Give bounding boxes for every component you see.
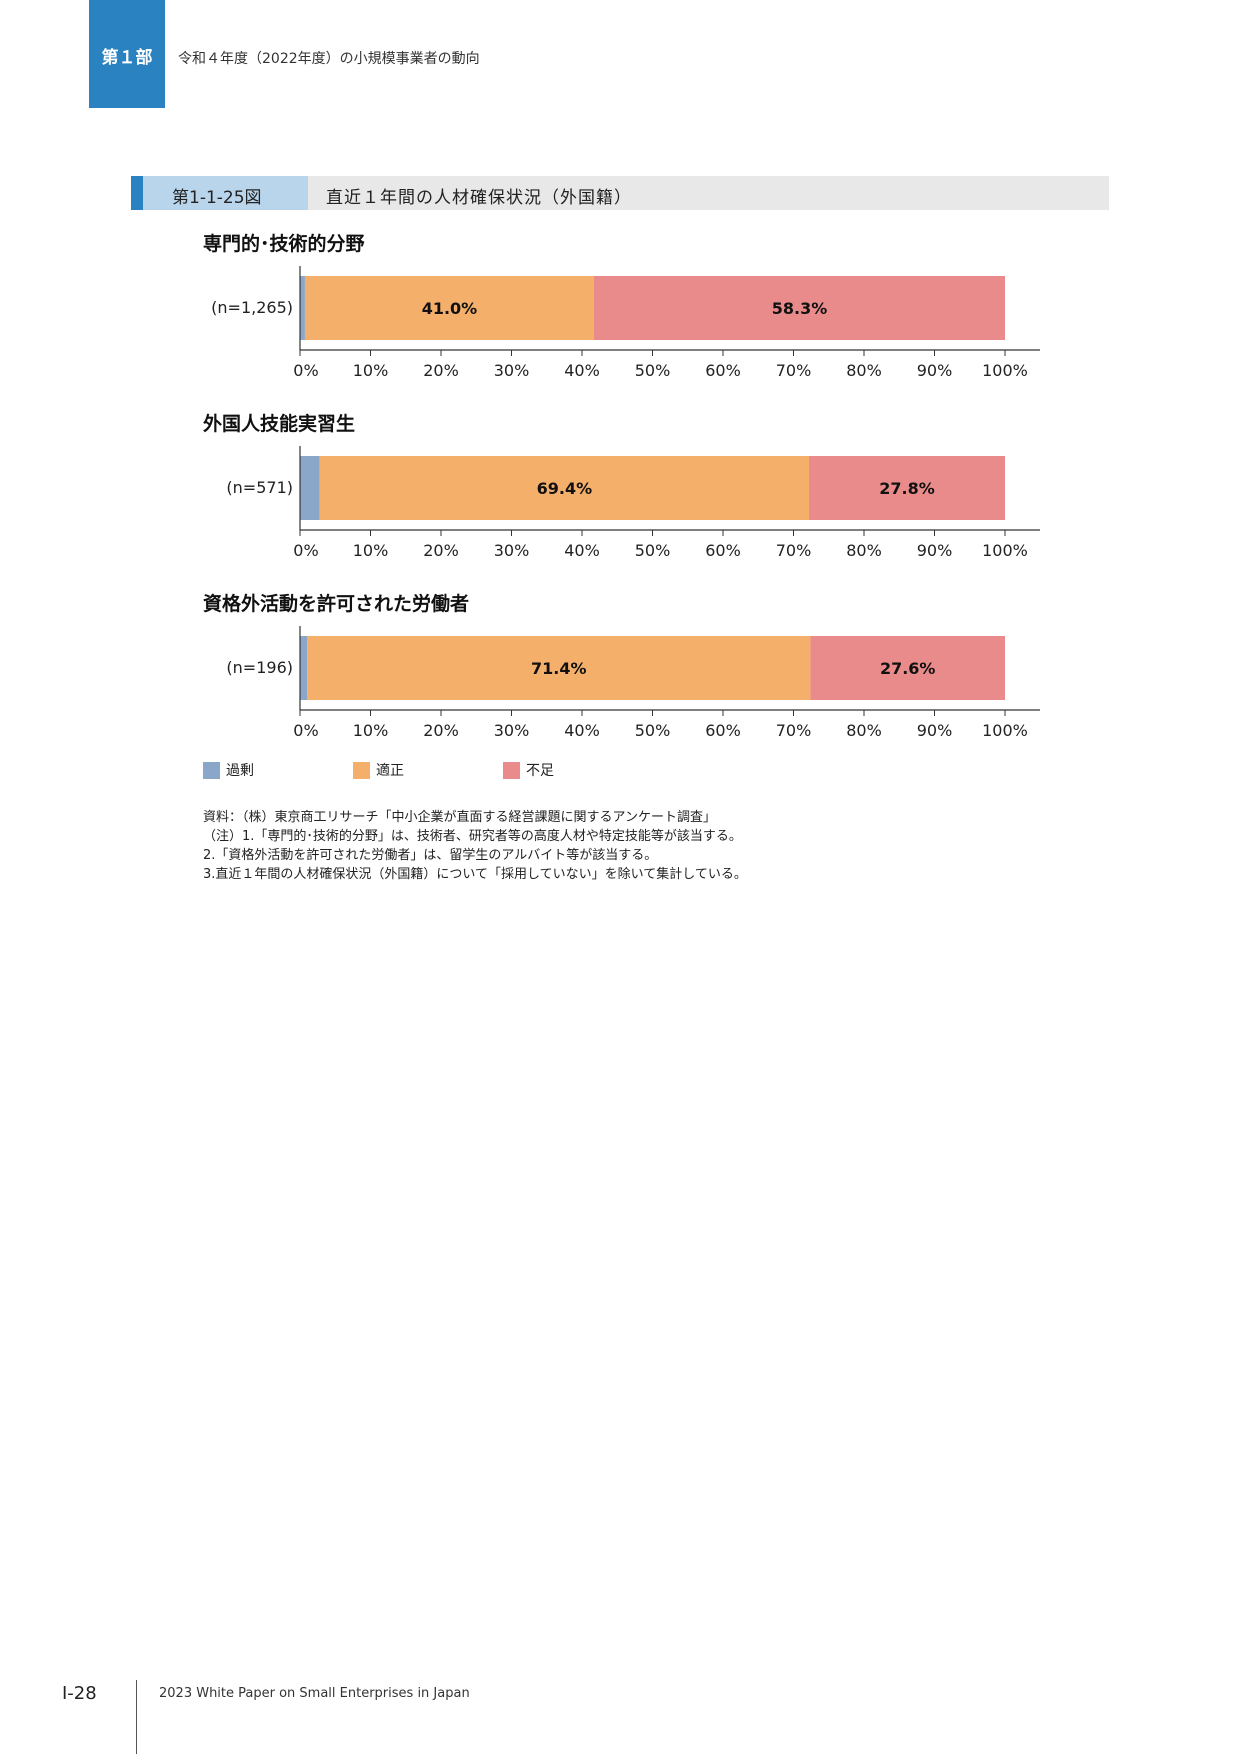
x-tick-label: 60% (705, 721, 741, 740)
x-tick-label: 40% (564, 361, 600, 380)
note-1: （注）1.「専門的･技術的分野」は、技術者、研究者等の高度人材や特定技能等が該当… (203, 829, 742, 844)
x-tick-label: 40% (564, 541, 600, 560)
chart-legend: 過剰 適正 不足 (203, 760, 803, 782)
data-label-appropriate: 69.4% (537, 479, 593, 498)
data-label-appropriate: 71.4% (531, 659, 587, 678)
footer-divider (136, 1680, 137, 1754)
x-tick-label: 50% (635, 361, 671, 380)
legend-item-shortage: 不足 (503, 760, 554, 780)
note-source: 資料：（株）東京商工リサーチ「中小企業が直面する経営課題に関するアンケート調査」 (203, 810, 716, 825)
source-notes: 資料：（株）東京商工リサーチ「中小企業が直面する経営課題に関するアンケート調査」… (203, 808, 747, 884)
chart-title-permitted-workers: 資格外活動を許可された労働者 (203, 593, 470, 615)
legend-label: 不足 (526, 763, 554, 779)
bar-segment-appropriate (319, 456, 810, 520)
x-tick-label: 20% (423, 721, 459, 740)
chart-title-trainees: 外国人技能実習生 (203, 413, 356, 435)
x-tick-label: 70% (776, 541, 812, 560)
x-tick-label: 30% (494, 361, 530, 380)
x-tick-label: 0% (293, 721, 318, 740)
figure-number: 第1-1-25図 (172, 188, 262, 208)
x-tick-label: 10% (353, 721, 389, 740)
legend-swatch-appropriate (353, 761, 370, 779)
x-tick-label: 30% (494, 541, 530, 560)
x-tick-label: 50% (635, 721, 671, 740)
legend-swatch-shortage (503, 761, 520, 779)
x-tick-label: 90% (917, 361, 953, 380)
bar-segment-excess (300, 636, 308, 700)
x-tick-label: 70% (776, 721, 812, 740)
x-tick-label: 90% (917, 541, 953, 560)
sample-size-label: (n=1,265) (211, 298, 293, 317)
legend-item-appropriate: 適正 (353, 760, 404, 780)
figure-title: 直近１年間の人材確保状況（外国籍） (326, 188, 632, 208)
chart-permitted-workers: 71.4% 27.6% 0% 10% 20% 30% 40% 50% 60% 70% 80% 90% 1… (293, 626, 1040, 740)
data-label-appropriate: 41.0% (422, 299, 478, 318)
legend-item-excess: 過剰 (203, 760, 254, 780)
figure-accent (131, 176, 143, 210)
running-header-title: 令和４年度（2022年度）の小規模事業者の動向 (178, 51, 480, 67)
x-tick-label: 80% (846, 721, 882, 740)
chart-trainees: 69.4% 27.8% 0% 10% 20% 30% 40% 50% 60% 70% 80% 90% 1… (293, 446, 1040, 560)
bar-segment-shortage (593, 276, 1005, 340)
note-3: 3.直近１年間の人材確保状況（外国籍）について「採用していない」を除いて集計して… (203, 867, 747, 882)
x-tick-label: 70% (776, 361, 812, 380)
bar-segment-excess (300, 456, 320, 520)
x-tick-label: 100% (982, 541, 1028, 560)
x-tick-label: 20% (423, 361, 459, 380)
x-tick-label: 60% (705, 361, 741, 380)
chart-professional: 41.0% 58.3% 0% 10% 20% 30% 40% 50% 60% 70% 80% 90% 1… (293, 266, 1040, 380)
bar-segment-shortage (809, 456, 1005, 520)
chart-title-professional: 専門的･技術的分野 (203, 233, 365, 255)
legend-swatch-excess (203, 761, 220, 779)
x-tick-label: 80% (846, 541, 882, 560)
data-label-shortage: 27.6% (880, 659, 936, 678)
data-label-shortage: 58.3% (772, 299, 828, 318)
footer-text: 2023 White Paper on Small Enterprises in… (159, 1686, 470, 1701)
bar-segment-shortage (810, 636, 1005, 700)
x-tick-label: 20% (423, 541, 459, 560)
bar-segment-excess (300, 276, 305, 340)
x-tick-label: 80% (846, 361, 882, 380)
bar-segment-appropriate (304, 276, 594, 340)
x-tick-label: 40% (564, 721, 600, 740)
x-tick-label: 10% (353, 541, 389, 560)
page-number: Ⅰ-28 (62, 1683, 97, 1704)
x-tick-label: 30% (494, 721, 530, 740)
x-tick-label: 100% (982, 721, 1028, 740)
x-tick-label: 10% (353, 361, 389, 380)
legend-label: 過剰 (226, 763, 254, 779)
note-2: 2.「資格外活動を許可された労働者」は、留学生のアルバイト等が該当する。 (203, 848, 658, 863)
x-tick-label: 50% (635, 541, 671, 560)
data-label-shortage: 27.8% (879, 479, 935, 498)
sample-size-label: (n=196) (226, 658, 293, 677)
sample-size-label: (n=571) (226, 478, 293, 497)
x-tick-label: 100% (982, 361, 1028, 380)
x-tick-label: 0% (293, 361, 318, 380)
part-tab: 第１部 (89, 0, 165, 108)
figure-number-bg (143, 176, 308, 210)
legend-label: 適正 (376, 763, 404, 779)
x-tick-label: 60% (705, 541, 741, 560)
bar-segment-appropriate (307, 636, 811, 700)
x-tick-label: 0% (293, 541, 318, 560)
x-tick-label: 90% (917, 721, 953, 740)
